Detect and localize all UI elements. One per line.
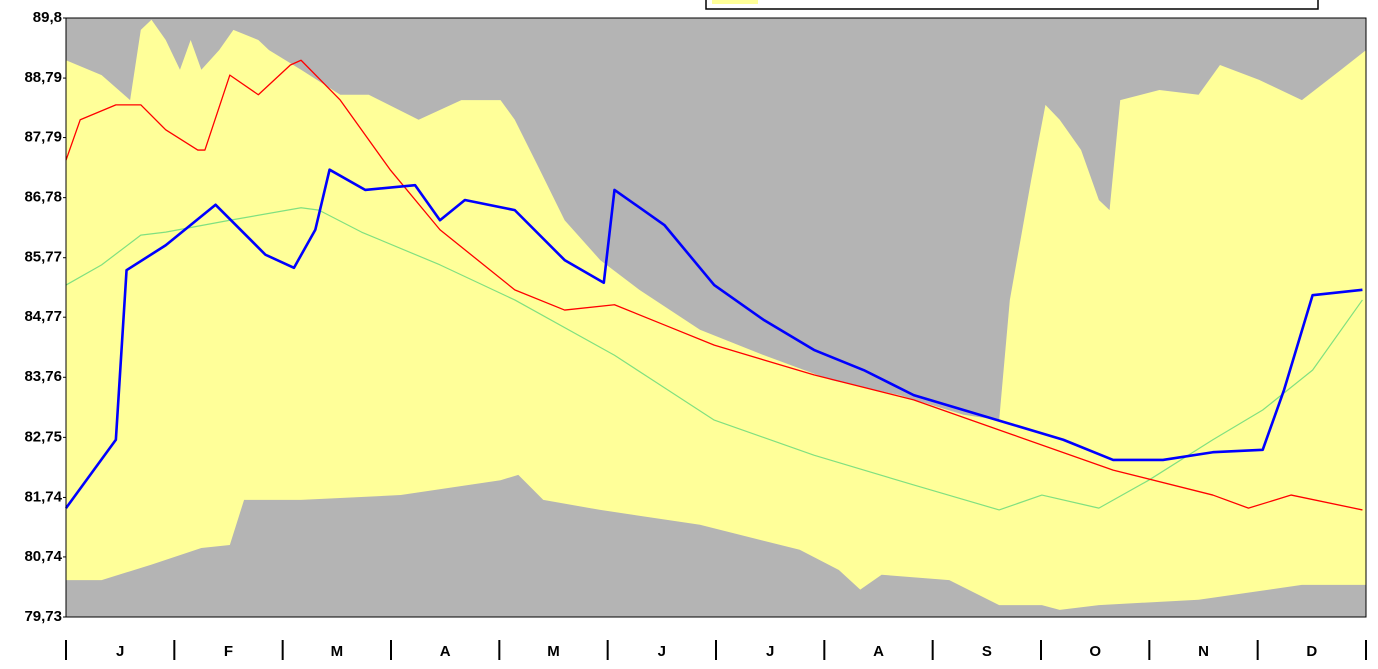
x-tick-label: S <box>982 643 992 660</box>
y-tick-label: 82,75 <box>24 428 62 445</box>
y-tick-label: 84,77 <box>24 308 62 325</box>
x-tick-label: D <box>1306 643 1317 660</box>
series-line <box>64 168 1363 509</box>
y-tick-label: 81,74 <box>24 488 62 505</box>
x-tick-label: A <box>440 643 451 660</box>
y-tick-label: 87,79 <box>24 129 62 146</box>
y-tick-label: 86,78 <box>24 189 62 206</box>
x-tick-label: J <box>658 643 666 660</box>
x-tick-label: M <box>331 643 344 660</box>
x-tick-label: F <box>224 643 233 660</box>
y-tick-label: 83,76 <box>24 368 62 385</box>
plot: 89,8 88,79 87,79 86,78 85,77 84,77 83,76 82,75 8… <box>24 9 1367 660</box>
legend-box <box>705 0 1319 10</box>
x-tick-label: O <box>1089 643 1101 660</box>
x-tick-label: A <box>873 643 884 660</box>
series-line <box>65 59 1363 511</box>
envelope-band <box>66 19 1366 610</box>
series-line <box>65 207 1363 511</box>
x-tick-label: M <box>547 643 560 660</box>
y-tick-label: 89,8 <box>33 9 62 26</box>
y-tick-label: 80,74 <box>24 548 62 565</box>
y-tick-label: 88,79 <box>24 69 62 86</box>
x-tick-label: N <box>1198 643 1209 660</box>
x-tick-label: J <box>116 643 124 660</box>
y-tick-label: 85,77 <box>24 249 62 266</box>
legend-swatch <box>712 0 758 4</box>
x-tick-label: J <box>766 643 774 660</box>
y-tick-label: 79,73 <box>24 608 62 625</box>
